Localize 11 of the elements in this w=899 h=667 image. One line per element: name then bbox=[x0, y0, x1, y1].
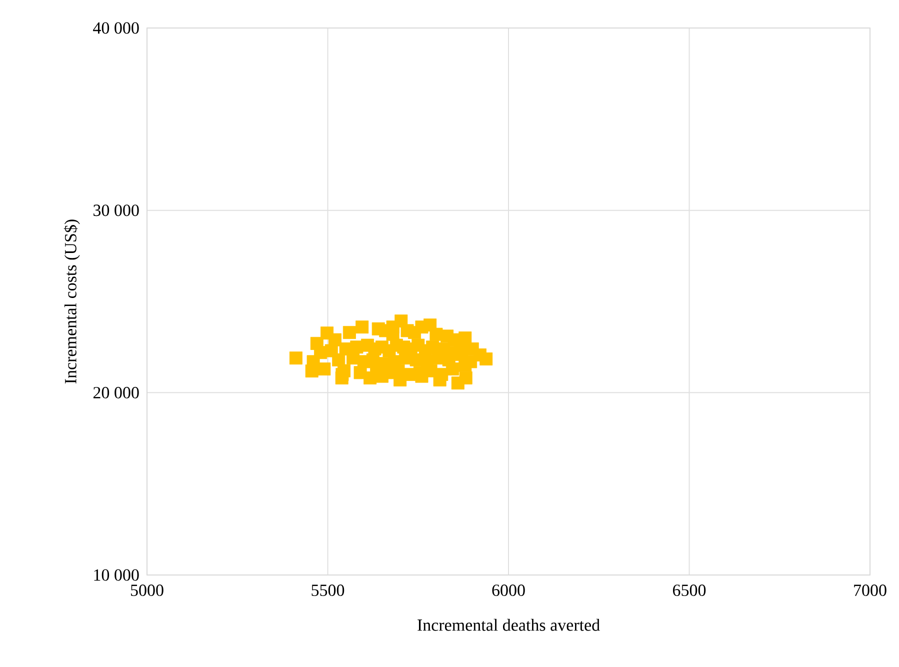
y-tick-label: 40 000 bbox=[93, 22, 139, 34]
x-tick-label: 7000 bbox=[854, 584, 886, 596]
x-tick-label: 5000 bbox=[130, 584, 164, 596]
x-tick-label: 6500 bbox=[672, 584, 706, 596]
y-tick-label: 10 000 bbox=[94, 569, 139, 581]
x-tick-label: 5500 bbox=[312, 584, 344, 596]
x-axis-title: Incremental deaths averted bbox=[418, 618, 600, 631]
y-tick-label: 20 000 bbox=[93, 386, 139, 398]
y-tick-label: 30 000 bbox=[94, 204, 139, 216]
y-axis-title: Incremental costs (US$) bbox=[64, 220, 80, 384]
x-tick-label: 6000 bbox=[492, 584, 525, 596]
